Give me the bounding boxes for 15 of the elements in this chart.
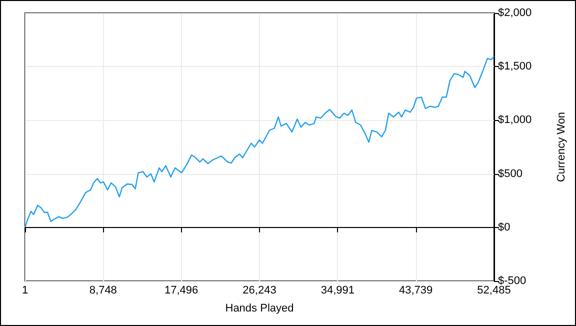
x-tick-label: 1 <box>22 284 28 296</box>
y-tick-label: $2,000 <box>498 7 532 19</box>
x-tick-label: 26,243 <box>242 284 276 296</box>
x-tick-label: 34,991 <box>320 284 354 296</box>
y-tick-label: $-500 <box>498 275 526 287</box>
y-tick-label: $0 <box>498 221 510 234</box>
x-tick-label: 52,485 <box>477 284 511 296</box>
x-tick-label: 17,496 <box>164 284 198 296</box>
x-axis-title: Hands Played <box>225 302 294 314</box>
x-tick-label: 43,739 <box>399 284 433 296</box>
y-tick-label: $1,500 <box>498 60 532 73</box>
y-tick-label: $500 <box>498 168 522 180</box>
y-tick-label: $1,000 <box>498 114 532 126</box>
y-axis-title: Currency Won <box>556 112 568 182</box>
x-tick-label: 8,748 <box>89 284 117 296</box>
